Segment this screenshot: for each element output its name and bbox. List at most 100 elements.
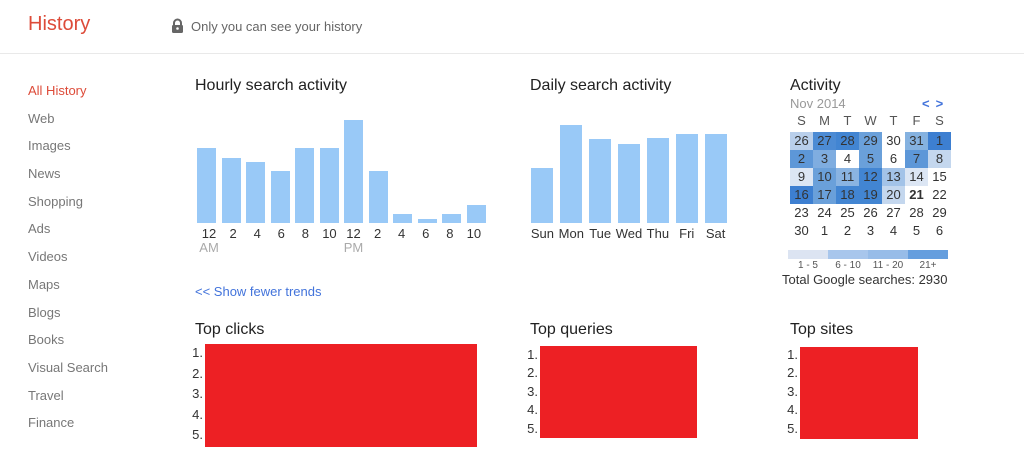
- axis-label: [390, 240, 414, 255]
- axis-label: Thu: [646, 226, 670, 241]
- sidebar-item-web[interactable]: Web: [28, 110, 55, 126]
- top-clicks-rank-list: 1. 2. 3. 4. 5.: [189, 345, 203, 448]
- axis-label: 2: [229, 226, 237, 241]
- calendar-day[interactable]: 4: [836, 150, 859, 168]
- calendar-day[interactable]: 31: [905, 132, 928, 150]
- bar: [647, 138, 669, 223]
- calendar-day[interactable]: 26: [859, 204, 882, 222]
- calendar-day[interactable]: 29: [859, 132, 882, 150]
- sidebar-item-maps[interactable]: Maps: [28, 276, 60, 292]
- daily-axis-labels: Sun Mon Tue Wed Thu Fri Sat: [528, 226, 730, 241]
- calendar-day[interactable]: 12: [859, 168, 882, 186]
- rank-number: 5.: [787, 420, 798, 436]
- calendar-day[interactable]: 22: [928, 186, 951, 204]
- calendar-day[interactable]: 2: [790, 150, 813, 168]
- calendar-day[interactable]: 28: [836, 132, 859, 150]
- page-header: History Only you can see your history: [0, 0, 1024, 54]
- sidebar-item-travel[interactable]: Travel: [28, 387, 64, 403]
- legend-segment: [908, 250, 948, 259]
- rank-number: 4.: [527, 402, 538, 418]
- calendar-day[interactable]: 26: [790, 132, 813, 150]
- rank-number: 5.: [527, 420, 538, 436]
- calendar-day[interactable]: 24: [813, 204, 836, 222]
- calendar-day[interactable]: 18: [836, 186, 859, 204]
- calendar-day[interactable]: 6: [928, 222, 951, 240]
- axis-label: 6: [277, 226, 285, 241]
- calendar-day[interactable]: 1: [813, 222, 836, 240]
- calendar-nav: < >: [922, 96, 954, 111]
- calendar-day[interactable]: 20: [882, 186, 905, 204]
- sidebar-item-images[interactable]: Images: [28, 138, 71, 154]
- legend-label: 6 - 10: [835, 260, 861, 271]
- calendar-day[interactable]: 11: [836, 168, 859, 186]
- calendar-day[interactable]: 21: [905, 186, 928, 204]
- rank-number: 4.: [192, 406, 203, 422]
- calendar-legend-bar: [788, 250, 948, 259]
- axis-label: [269, 240, 293, 255]
- calendar-day[interactable]: 3: [813, 150, 836, 168]
- bar: [246, 162, 266, 223]
- calendar-day[interactable]: 9: [790, 168, 813, 186]
- calendar-day[interactable]: 10: [813, 168, 836, 186]
- calendar-day[interactable]: 23: [790, 204, 813, 222]
- calendar-day[interactable]: 8: [928, 150, 951, 168]
- bar: [393, 214, 413, 223]
- bar: [270, 171, 290, 223]
- calendar-day[interactable]: 3: [859, 222, 882, 240]
- calendar-day[interactable]: 30: [790, 222, 813, 240]
- axis-label: Sat: [705, 226, 726, 241]
- calendar-day[interactable]: 6: [882, 150, 905, 168]
- calendar-day[interactable]: 14: [905, 168, 928, 186]
- calendar-next-icon[interactable]: >: [935, 96, 944, 111]
- calendar-day[interactable]: 7: [905, 150, 928, 168]
- calendar-day[interactable]: 4: [882, 222, 905, 240]
- bar: [197, 148, 216, 223]
- rank-number: 5.: [192, 427, 203, 443]
- calendar-day[interactable]: 27: [882, 204, 905, 222]
- bar: [221, 158, 241, 223]
- calendar-day[interactable]: 2: [836, 222, 859, 240]
- calendar-day[interactable]: 28: [905, 204, 928, 222]
- axis-label: [221, 240, 245, 255]
- sidebar-item-books[interactable]: Books: [28, 332, 65, 348]
- bar: [466, 205, 486, 223]
- calendar-day[interactable]: 27: [813, 132, 836, 150]
- axis-label: [438, 240, 462, 255]
- bar: [589, 139, 611, 223]
- calendar-day[interactable]: 19: [859, 186, 882, 204]
- sidebar-item-finance[interactable]: Finance: [28, 415, 75, 431]
- sidebar-item-ads[interactable]: Ads: [28, 221, 51, 237]
- calendar-day[interactable]: 29: [928, 204, 951, 222]
- calendar-day[interactable]: 13: [882, 168, 905, 186]
- sidebar-item-visual-search[interactable]: Visual Search: [28, 359, 108, 375]
- top-queries-title: Top queries: [530, 321, 613, 338]
- calendar-day[interactable]: 17: [813, 186, 836, 204]
- sidebar-item-shopping[interactable]: Shopping: [28, 193, 83, 209]
- axis-label: Tue: [589, 226, 612, 241]
- calendar-prev-icon[interactable]: <: [922, 96, 930, 111]
- axis-label: [462, 240, 486, 255]
- sidebar-item-all-history[interactable]: All History: [28, 83, 87, 98]
- sidebar-item-blogs[interactable]: Blogs: [28, 304, 61, 320]
- axis-label: 6: [422, 226, 430, 241]
- rank-number: 3.: [192, 386, 203, 402]
- sidebar-item-news[interactable]: News: [28, 166, 61, 182]
- calendar-day[interactable]: 15: [928, 168, 951, 186]
- calendar-day[interactable]: 1: [928, 132, 951, 150]
- bar: [319, 148, 339, 223]
- sidebar-item-videos[interactable]: Videos: [28, 249, 68, 265]
- legend-segment: [828, 250, 868, 259]
- calendar-day[interactable]: 25: [836, 204, 859, 222]
- axis-label: AM: [199, 240, 219, 255]
- axis-label: Sun: [530, 226, 554, 241]
- calendar-day[interactable]: 16: [790, 186, 813, 204]
- calendar-day[interactable]: 5: [905, 222, 928, 240]
- calendar-day[interactable]: 30: [882, 132, 905, 150]
- rank-number: 1.: [192, 345, 203, 360]
- weekday-label: T: [843, 113, 852, 128]
- calendar-day[interactable]: 5: [859, 150, 882, 168]
- axis-label: 4: [398, 226, 406, 241]
- weekday-label: T: [889, 113, 898, 128]
- show-fewer-trends-link[interactable]: << Show fewer trends: [195, 284, 322, 299]
